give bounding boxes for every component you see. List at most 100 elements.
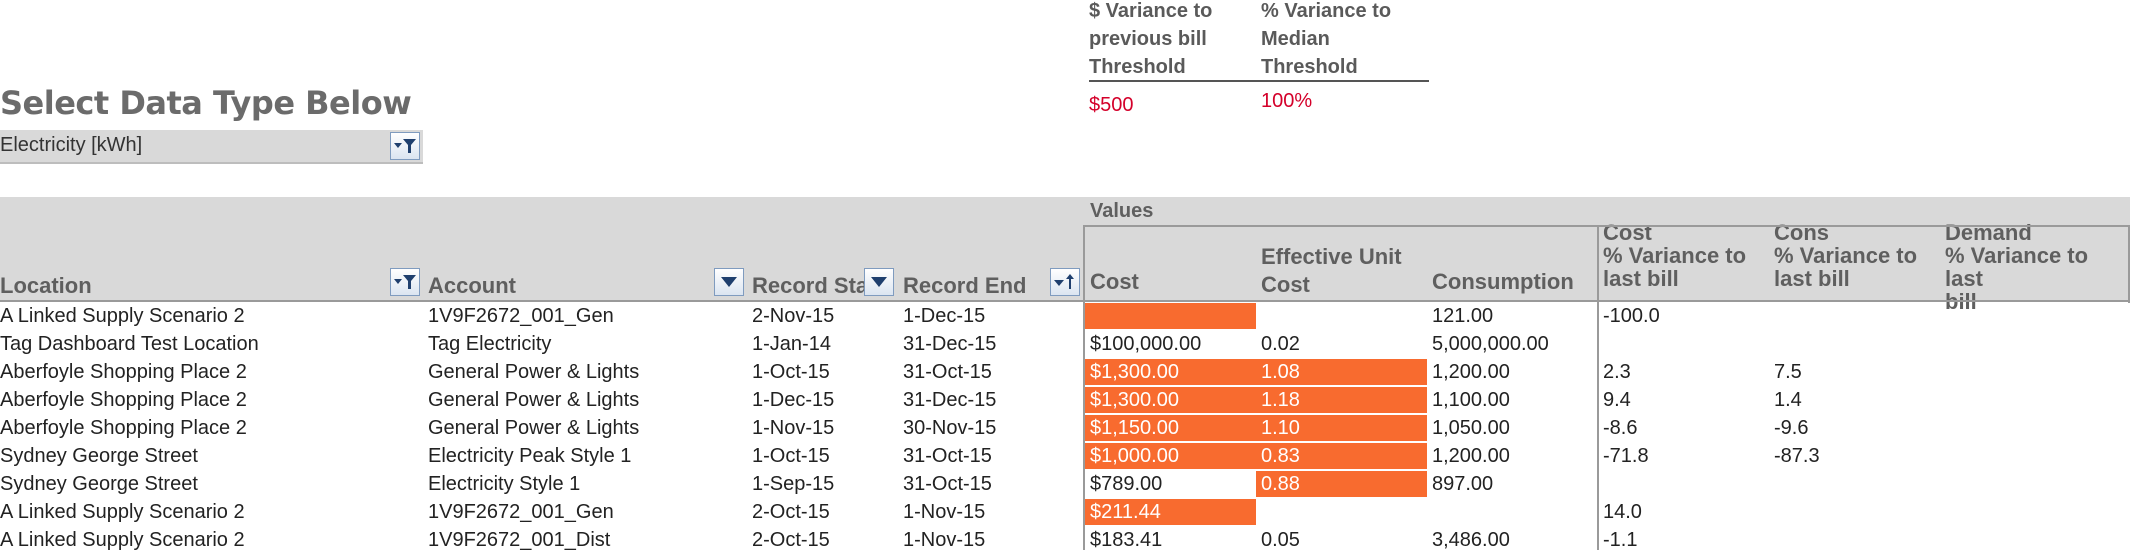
cell-consumption[interactable] <box>1432 498 1597 526</box>
account-dropdown-button[interactable] <box>714 268 744 296</box>
cell-consumption[interactable]: 3,486.00 <box>1432 529 1510 551</box>
dollar-threshold-header-line2: previous bill <box>1089 28 1207 50</box>
cell-cost[interactable]: $1,000.00 <box>1085 443 1256 469</box>
cell-location[interactable]: Sydney George Street <box>0 445 198 467</box>
cell-record-end[interactable]: 1-Nov-15 <box>903 529 986 551</box>
cell-cons-variance[interactable]: 1.4 <box>1774 389 1802 411</box>
cell-cost-variance[interactable]: 9.4 <box>1603 389 1631 411</box>
cell-record-start[interactable]: 2-Oct-15 <box>752 529 830 551</box>
cell-cost-variance[interactable]: -71.8 <box>1603 445 1649 467</box>
cell-location[interactable]: Tag Dashboard Test Location <box>0 333 259 355</box>
cell-consumption[interactable]: 5,000,000.00 <box>1432 333 1549 355</box>
cell-cost[interactable] <box>1085 303 1256 329</box>
cell-account[interactable]: General Power & Lights <box>428 389 640 411</box>
dollar-threshold-value[interactable]: $500 <box>1089 94 1134 116</box>
location-filter-button[interactable] <box>390 268 420 296</box>
cell-effective-unit-cost[interactable]: 0.83 <box>1256 443 1427 469</box>
cell-effective-unit-cost[interactable]: 1.18 <box>1256 387 1427 413</box>
col-consumption: Consumption <box>1432 269 1574 294</box>
cell-location[interactable]: A Linked Supply Scenario 2 <box>0 305 245 327</box>
cell-record-end[interactable]: 31-Dec-15 <box>903 389 997 411</box>
cell-record-end[interactable]: 31-Dec-15 <box>903 333 997 355</box>
cell-cost[interactable]: $100,000.00 <box>1090 333 1202 355</box>
cell-account[interactable]: Electricity Style 1 <box>428 473 581 495</box>
cell-account[interactable]: 1V9F2672_001_Dist <box>428 529 611 551</box>
cell-record-start[interactable]: 1-Oct-15 <box>752 445 830 467</box>
cell-cons-variance[interactable]: -87.3 <box>1774 445 1820 467</box>
cell-cost-variance[interactable] <box>1603 470 1774 498</box>
cell-record-end[interactable]: 31-Oct-15 <box>903 473 992 495</box>
cell-cost-variance[interactable]: -100.0 <box>1603 305 1660 327</box>
cell-record-start[interactable]: 1-Oct-15 <box>752 361 830 383</box>
cell-cons-variance[interactable] <box>1774 330 1945 358</box>
cell-cons-variance[interactable] <box>1774 498 1945 526</box>
cell-record-end[interactable]: 1-Nov-15 <box>903 501 986 523</box>
cell-effective-unit-cost[interactable]: 1.10 <box>1256 415 1427 441</box>
cell-record-start[interactable]: 2-Oct-15 <box>752 501 830 523</box>
cell-cost-variance[interactable]: 14.0 <box>1603 501 1642 523</box>
dollar-threshold-header-line3: Threshold <box>1089 56 1186 78</box>
cell-cost-variance[interactable]: -1.1 <box>1603 529 1638 551</box>
cell-consumption[interactable]: 121.00 <box>1432 305 1494 327</box>
cell-consumption[interactable]: 1,200.00 <box>1432 445 1510 467</box>
cell-account[interactable]: 1V9F2672_001_Gen <box>428 501 614 523</box>
cell-location[interactable]: A Linked Supply Scenario 2 <box>0 529 245 551</box>
col-effective-unit-cost-line1: Effective Unit <box>1261 244 1402 269</box>
cell-cost-variance[interactable]: -8.6 <box>1603 417 1638 439</box>
record-start-dropdown-button[interactable] <box>864 268 894 296</box>
cell-cons-variance[interactable] <box>1774 302 1945 330</box>
cell-cost-variance[interactable]: 2.3 <box>1603 361 1631 383</box>
cell-location[interactable]: Aberfoyle Shopping Place 2 <box>0 361 247 383</box>
cell-account[interactable]: Electricity Peak Style 1 <box>428 445 632 467</box>
cell-cost[interactable]: $1,300.00 <box>1085 387 1256 413</box>
cell-location[interactable]: A Linked Supply Scenario 2 <box>0 501 245 523</box>
col-cons-variance: Cons % Variance to last bill <box>1774 221 1917 290</box>
cell-record-start[interactable]: 1-Jan-14 <box>752 333 831 355</box>
cell-location[interactable]: Sydney George Street <box>0 473 198 495</box>
cell-record-end[interactable]: 1-Dec-15 <box>903 305 986 327</box>
cell-location[interactable]: Aberfoyle Shopping Place 2 <box>0 389 247 411</box>
cell-account[interactable]: Tag Electricity <box>428 333 552 355</box>
chevron-down-icon <box>721 277 737 287</box>
cell-record-end[interactable]: 31-Oct-15 <box>903 361 992 383</box>
cell-effective-unit-cost[interactable]: 0.05 <box>1261 529 1300 551</box>
cell-location[interactable]: Aberfoyle Shopping Place 2 <box>0 417 247 439</box>
data-type-filter-button[interactable] <box>390 132 420 160</box>
data-type-slicer[interactable]: Electricity [kWh] <box>0 130 423 164</box>
cell-consumption[interactable]: 1,200.00 <box>1432 361 1510 383</box>
cell-cost[interactable]: $1,150.00 <box>1085 415 1256 441</box>
cell-consumption[interactable]: 897.00 <box>1432 473 1494 495</box>
cell-cost[interactable]: $183.41 <box>1090 529 1163 551</box>
cell-effective-unit-cost[interactable] <box>1256 302 1427 330</box>
cell-cons-variance[interactable] <box>1774 470 1945 498</box>
col-cons-variance-line3: last bill <box>1774 266 1850 291</box>
cell-record-start[interactable]: 1-Sep-15 <box>752 473 835 495</box>
cell-record-start[interactable]: 1-Dec-15 <box>752 389 835 411</box>
cell-record-end[interactable]: 31-Oct-15 <box>903 445 992 467</box>
cell-cost-variance[interactable] <box>1603 330 1774 358</box>
percent-threshold-value[interactable]: 100% <box>1261 90 1313 112</box>
cell-cost[interactable]: $1,300.00 <box>1085 359 1256 385</box>
cell-account[interactable]: General Power & Lights <box>428 417 640 439</box>
cell-account[interactable]: 1V9F2672_001_Gen <box>428 305 614 327</box>
threshold-underline <box>1089 80 1429 82</box>
cell-record-start[interactable]: 1-Nov-15 <box>752 417 835 439</box>
cell-cons-variance[interactable]: 7.5 <box>1774 361 1802 383</box>
col-demand-variance: Demand % Variance to last bill <box>1945 221 2130 313</box>
cell-effective-unit-cost[interactable]: 0.88 <box>1256 471 1427 497</box>
cell-cost[interactable]: $211.44 <box>1085 499 1256 525</box>
cell-effective-unit-cost[interactable]: 1.08 <box>1256 359 1427 385</box>
cell-record-start[interactable]: 2-Nov-15 <box>752 305 835 327</box>
cell-record-end[interactable]: 30-Nov-15 <box>903 417 997 439</box>
cell-account[interactable]: General Power & Lights <box>428 361 640 383</box>
percent-threshold-header-line3: Threshold <box>1261 56 1358 78</box>
cell-consumption[interactable]: 1,100.00 <box>1432 389 1510 411</box>
cell-cons-variance[interactable]: -9.6 <box>1774 417 1809 439</box>
cell-effective-unit-cost[interactable] <box>1256 498 1427 526</box>
cell-cost[interactable]: $789.00 <box>1090 473 1163 495</box>
cell-effective-unit-cost[interactable]: 0.02 <box>1261 333 1300 355</box>
col-account: Account <box>428 273 516 298</box>
record-end-sort-button[interactable] <box>1050 268 1080 296</box>
cell-consumption[interactable]: 1,050.00 <box>1432 417 1510 439</box>
dollar-threshold-header-line1: $ Variance to <box>1089 0 1213 22</box>
